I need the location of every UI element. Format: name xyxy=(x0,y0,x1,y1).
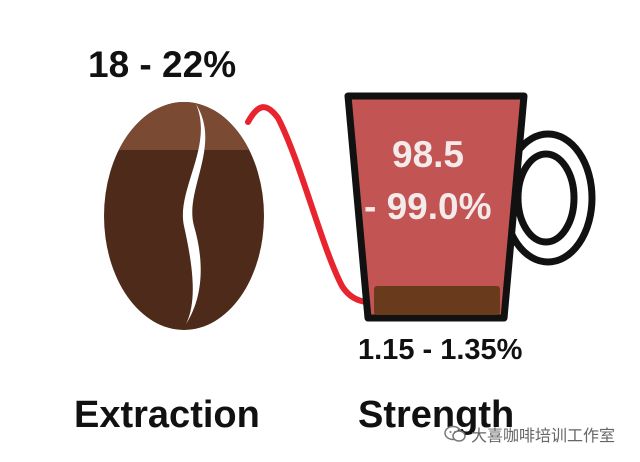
connector-line xyxy=(245,104,391,306)
coffee-cup xyxy=(344,92,596,322)
cup-handle-inner xyxy=(514,150,578,246)
water-percentage-line2: - 99.0% xyxy=(364,186,492,227)
watermark-text: 大喜咖啡培训工作室 xyxy=(471,426,616,445)
wechat-icon xyxy=(444,425,466,442)
bean-highlight xyxy=(104,102,264,150)
bean-crease xyxy=(182,104,206,324)
coffee-bean xyxy=(104,102,264,330)
strength-percentage: 1.15 - 1.35% xyxy=(358,334,523,366)
extraction-percentage: 18 - 22% xyxy=(88,44,237,85)
watermark: 大喜咖啡培训工作室 xyxy=(444,422,615,446)
water-percentage-line1: 98.5 xyxy=(392,134,465,175)
extraction-caption: Extraction xyxy=(74,394,260,436)
cup-body xyxy=(344,92,528,322)
strength-caption: Strength xyxy=(358,394,515,436)
coffee-layer xyxy=(374,286,500,315)
